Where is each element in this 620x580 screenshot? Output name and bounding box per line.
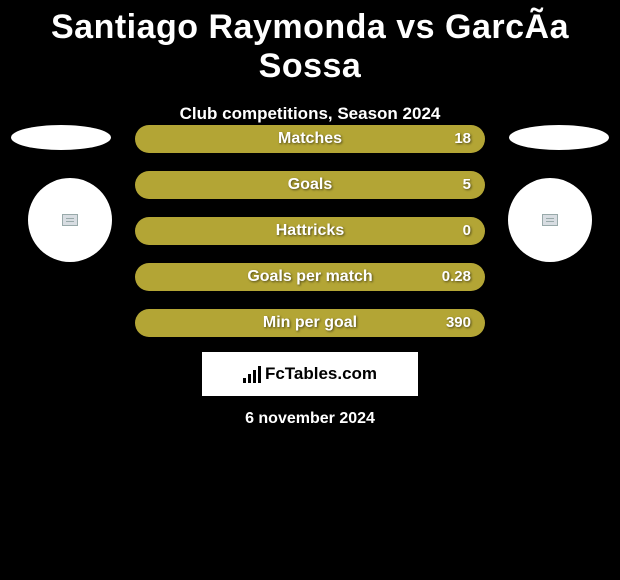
stat-value: 390 <box>446 309 471 337</box>
stat-label: Goals per match <box>135 263 485 291</box>
player-left-avatar <box>28 178 112 262</box>
stat-label: Min per goal <box>135 309 485 337</box>
stat-label: Goals <box>135 171 485 199</box>
stat-bar: Matches 18 <box>135 125 485 153</box>
stat-value: 5 <box>463 171 471 199</box>
chart-icon <box>243 365 261 383</box>
logo: FcTables.com <box>243 364 377 384</box>
stat-label: Matches <box>135 125 485 153</box>
stat-bar: Goals 5 <box>135 171 485 199</box>
logo-box: FcTables.com <box>202 352 418 396</box>
stat-value: 18 <box>454 125 471 153</box>
logo-text: FcTables.com <box>265 364 377 384</box>
stat-bar: Hattricks 0 <box>135 217 485 245</box>
player-left-ellipse <box>11 125 111 150</box>
date-line: 6 november 2024 <box>0 410 620 428</box>
placeholder-icon <box>542 214 558 226</box>
stats-bars: Matches 18 Goals 5 Hattricks 0 Goals per… <box>135 125 485 355</box>
stat-label: Hattricks <box>135 217 485 245</box>
stat-bar: Min per goal 390 <box>135 309 485 337</box>
stat-bar: Goals per match 0.28 <box>135 263 485 291</box>
subtitle: Club competitions, Season 2024 <box>0 104 620 124</box>
player-right-avatar <box>508 178 592 262</box>
stat-value: 0.28 <box>442 263 471 291</box>
placeholder-icon <box>62 214 78 226</box>
stat-value: 0 <box>463 217 471 245</box>
player-right-ellipse <box>509 125 609 150</box>
page-title: Santiago Raymonda vs GarcÃ­a Sossa <box>0 0 620 86</box>
